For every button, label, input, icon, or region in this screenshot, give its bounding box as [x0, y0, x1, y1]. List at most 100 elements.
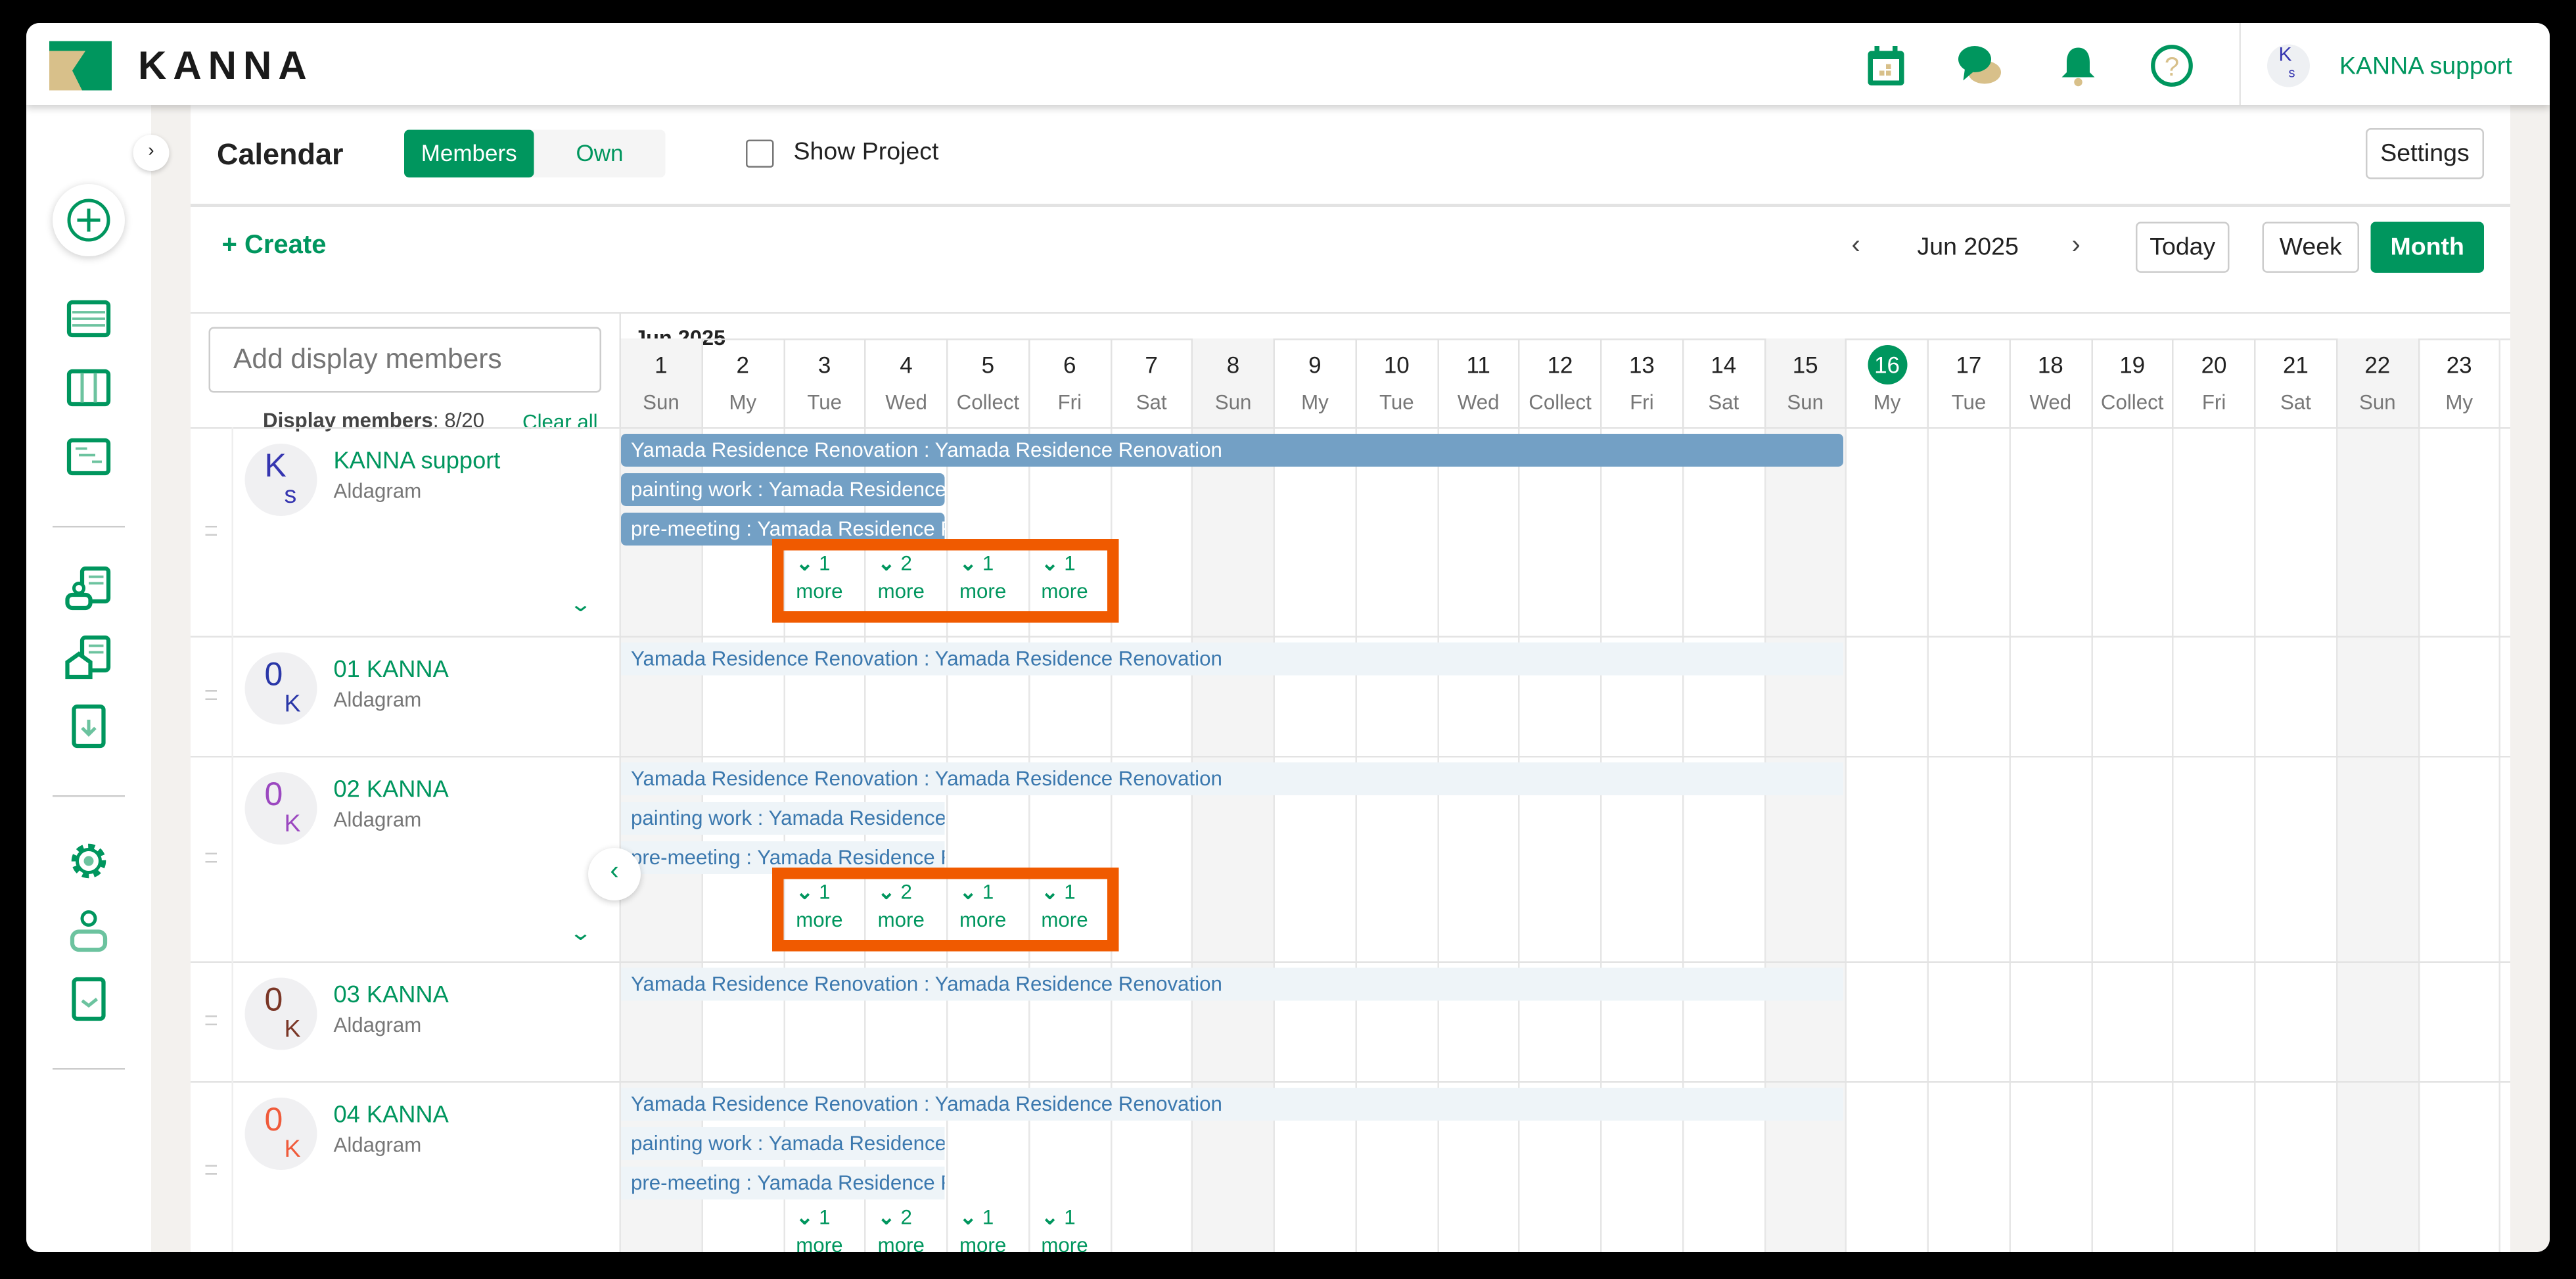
day-header[interactable]: 18 Wed: [2008, 338, 2090, 427]
day-header[interactable]: 16 My: [1845, 338, 1927, 427]
settings-button[interactable]: Settings: [2366, 128, 2484, 179]
calendar-icon[interactable]: [1863, 43, 1909, 89]
add-members-input[interactable]: [208, 327, 601, 393]
prev-month-button[interactable]: ‹: [1852, 232, 1860, 262]
month-button[interactable]: Month: [2370, 221, 2484, 273]
board-icon[interactable]: [62, 361, 115, 414]
more-events-link[interactable]: ⌄ 2 more: [865, 551, 940, 607]
drag-handle-icon[interactable]: [205, 1014, 217, 1025]
more-events-link[interactable]: ⌄ 1 more: [1028, 551, 1103, 607]
member-name[interactable]: 04 KANNA: [333, 1102, 449, 1129]
collapse-row-button[interactable]: ⌄: [568, 592, 593, 616]
more-events-link[interactable]: ⌄ 1 more: [1028, 879, 1103, 935]
calendar-event[interactable]: Yamada Residence Renovation : Yamada Res…: [621, 1088, 1844, 1121]
day-header[interactable]: 2 My: [701, 338, 783, 427]
day-header[interactable]: 14 Sat: [1682, 338, 1763, 427]
day-header[interactable]: 6 Fri: [1028, 338, 1109, 427]
day-header[interactable]: 20 Fri: [2172, 338, 2254, 427]
sidebar-expand-button[interactable]: ›: [133, 135, 170, 171]
client-icon[interactable]: [62, 562, 115, 615]
calendar-event[interactable]: Yamada Residence Renovation : Yamada Res…: [621, 642, 1844, 676]
more-events-link[interactable]: ⌄ 1 more: [946, 551, 1022, 607]
weekday-label: Tue: [1951, 391, 1987, 414]
drag-handle-icon[interactable]: [205, 689, 217, 699]
drag-handle-icon[interactable]: [205, 1165, 217, 1175]
report-download-icon[interactable]: [62, 700, 115, 753]
day-header[interactable]: 22 Sun: [2335, 338, 2418, 427]
create-link[interactable]: + Create: [221, 231, 327, 260]
show-project-checkbox[interactable]: [746, 139, 774, 168]
calendar-event[interactable]: painting work : Yamada Residence Renovat…: [621, 473, 945, 506]
more-events-link[interactable]: ⌄ 1 more: [946, 879, 1022, 935]
calendar-event[interactable]: Yamada Residence Renovation : Yamada Res…: [621, 762, 1844, 795]
day-header[interactable]: 21 Sat: [2254, 338, 2335, 427]
member-name[interactable]: 01 KANNA: [333, 657, 449, 684]
day-header[interactable]: 11 Wed: [1437, 338, 1518, 427]
help-icon[interactable]: ?: [2149, 43, 2195, 89]
weekday-label: Sun: [643, 391, 679, 414]
day-header[interactable]: 3 Tue: [783, 338, 864, 427]
day-header[interactable]: 23 My: [2417, 338, 2499, 427]
more-events-link[interactable]: ⌄ 1 more: [783, 1205, 858, 1252]
avatar-initial-top: 0: [264, 777, 283, 814]
day-header[interactable]: 19 Collect: [2090, 338, 2172, 427]
row-handle-divider: [231, 427, 233, 636]
user-icon[interactable]: [62, 904, 115, 956]
drag-handle-icon[interactable]: [205, 524, 217, 535]
list-icon[interactable]: [62, 292, 115, 345]
approval-icon[interactable]: [62, 973, 115, 1025]
bell-icon[interactable]: [2056, 43, 2102, 89]
show-project-label: Show Project: [793, 138, 939, 166]
grid-line: [2417, 427, 2420, 1252]
day-number: 1: [655, 352, 668, 378]
property-icon[interactable]: [62, 631, 115, 684]
more-events-link[interactable]: ⌄ 1 more: [946, 1205, 1022, 1252]
collapse-panel-button[interactable]: ‹: [588, 848, 641, 900]
day-header[interactable]: 17 Tue: [1927, 338, 2009, 427]
drag-handle-icon[interactable]: [205, 852, 217, 862]
weekend-column: [1763, 427, 1846, 1252]
settings-icon[interactable]: [62, 835, 115, 887]
clear-all-link[interactable]: Clear all: [522, 411, 598, 434]
next-month-button[interactable]: ›: [2072, 232, 2081, 262]
more-events-link[interactable]: ⌄ 2 more: [865, 1205, 940, 1252]
chat-icon[interactable]: [1957, 43, 2003, 89]
day-header[interactable]: 13 Fri: [1600, 338, 1682, 427]
more-events-link[interactable]: ⌄ 1 more: [783, 879, 858, 935]
more-events-link[interactable]: ⌄ 2 more: [865, 879, 940, 935]
more-events-link[interactable]: ⌄ 1 more: [1028, 1205, 1103, 1252]
user-avatar[interactable]: K s: [2267, 43, 2310, 87]
day-header[interactable]: 1 Sun: [619, 338, 701, 427]
tab-own[interactable]: Own: [576, 139, 624, 166]
more-events-link[interactable]: ⌄ 1 more: [783, 551, 858, 607]
member-name[interactable]: 03 KANNA: [333, 983, 449, 1009]
day-header[interactable]: 4 Wed: [864, 338, 946, 427]
sidebar-divider: [53, 1068, 125, 1070]
member-name[interactable]: KANNA support: [333, 448, 501, 475]
day-number: 23: [2446, 352, 2472, 378]
calendar-event[interactable]: pre-meeting : Yamada Residence Renovatio…: [621, 1167, 945, 1199]
chevron-down-icon: ⌄: [796, 552, 814, 575]
create-button[interactable]: [53, 184, 125, 256]
collapse-row-button[interactable]: ⌄: [568, 920, 593, 945]
day-header[interactable]: 10 Tue: [1354, 338, 1437, 427]
week-button[interactable]: Week: [2262, 221, 2359, 273]
user-name[interactable]: KANNA support: [2339, 53, 2512, 81]
day-header[interactable]: 7 Sat: [1109, 338, 1191, 427]
gantt-icon[interactable]: [62, 430, 115, 483]
calendar-event[interactable]: painting work : Yamada Residence Renovat…: [621, 1127, 945, 1160]
grid-line: [946, 427, 948, 1252]
day-header[interactable]: 9 My: [1273, 338, 1355, 427]
tab-members[interactable]: Members: [404, 129, 534, 177]
today-button[interactable]: Today: [2136, 221, 2230, 273]
day-number: 21: [2282, 352, 2309, 378]
day-header[interactable]: 5 Collect: [946, 338, 1028, 427]
grid-line: [1763, 427, 1766, 1252]
day-header[interactable]: 8 Sun: [1191, 338, 1274, 427]
calendar-event[interactable]: Yamada Residence Renovation : Yamada Res…: [621, 434, 1844, 467]
calendar-event[interactable]: Yamada Residence Renovation : Yamada Res…: [621, 967, 1844, 1001]
day-header[interactable]: 12 Collect: [1518, 338, 1600, 427]
member-name[interactable]: 02 KANNA: [333, 777, 449, 804]
day-header[interactable]: 15 Sun: [1763, 338, 1846, 427]
calendar-event[interactable]: painting work : Yamada Residence Renovat…: [621, 802, 945, 835]
